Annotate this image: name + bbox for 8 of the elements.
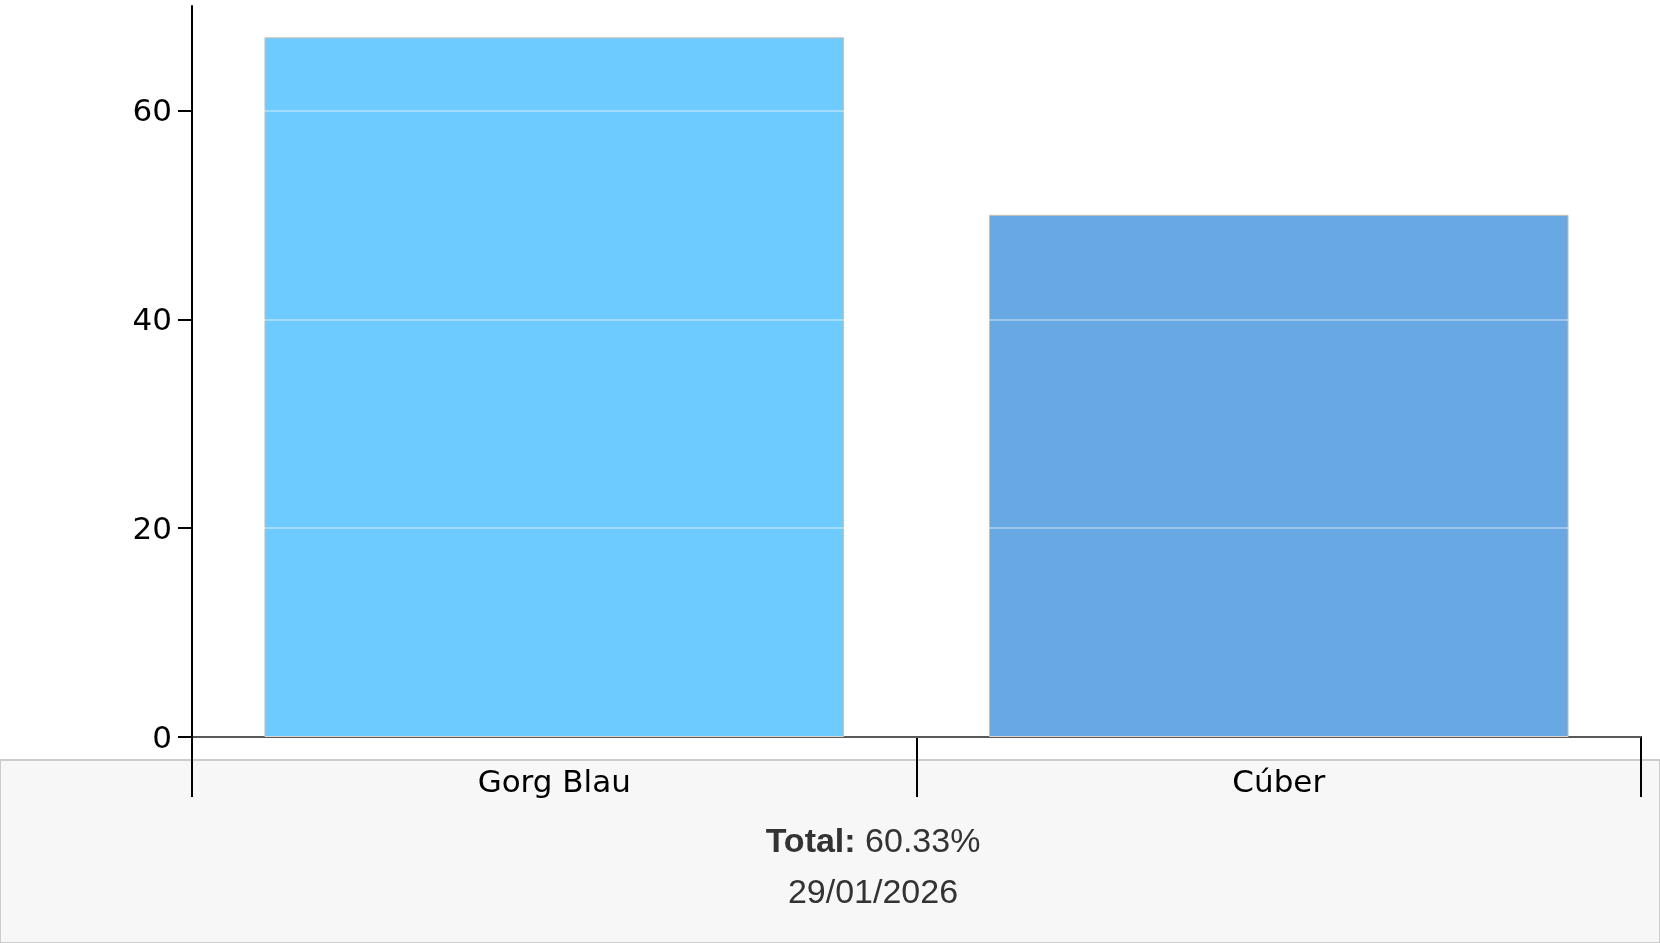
y-tick-label: 0 [152,719,172,755]
y-tick-label: 40 [132,301,172,338]
x-tick-label: Cúber [1232,762,1326,799]
text: Total: 60.33% [765,821,981,859]
text: 29/01/2026 [787,872,959,910]
y-tick-label: 60 [132,92,172,129]
y-tick-label: 20 [132,510,172,547]
x-tick-label: Gorg Blau [477,762,631,799]
